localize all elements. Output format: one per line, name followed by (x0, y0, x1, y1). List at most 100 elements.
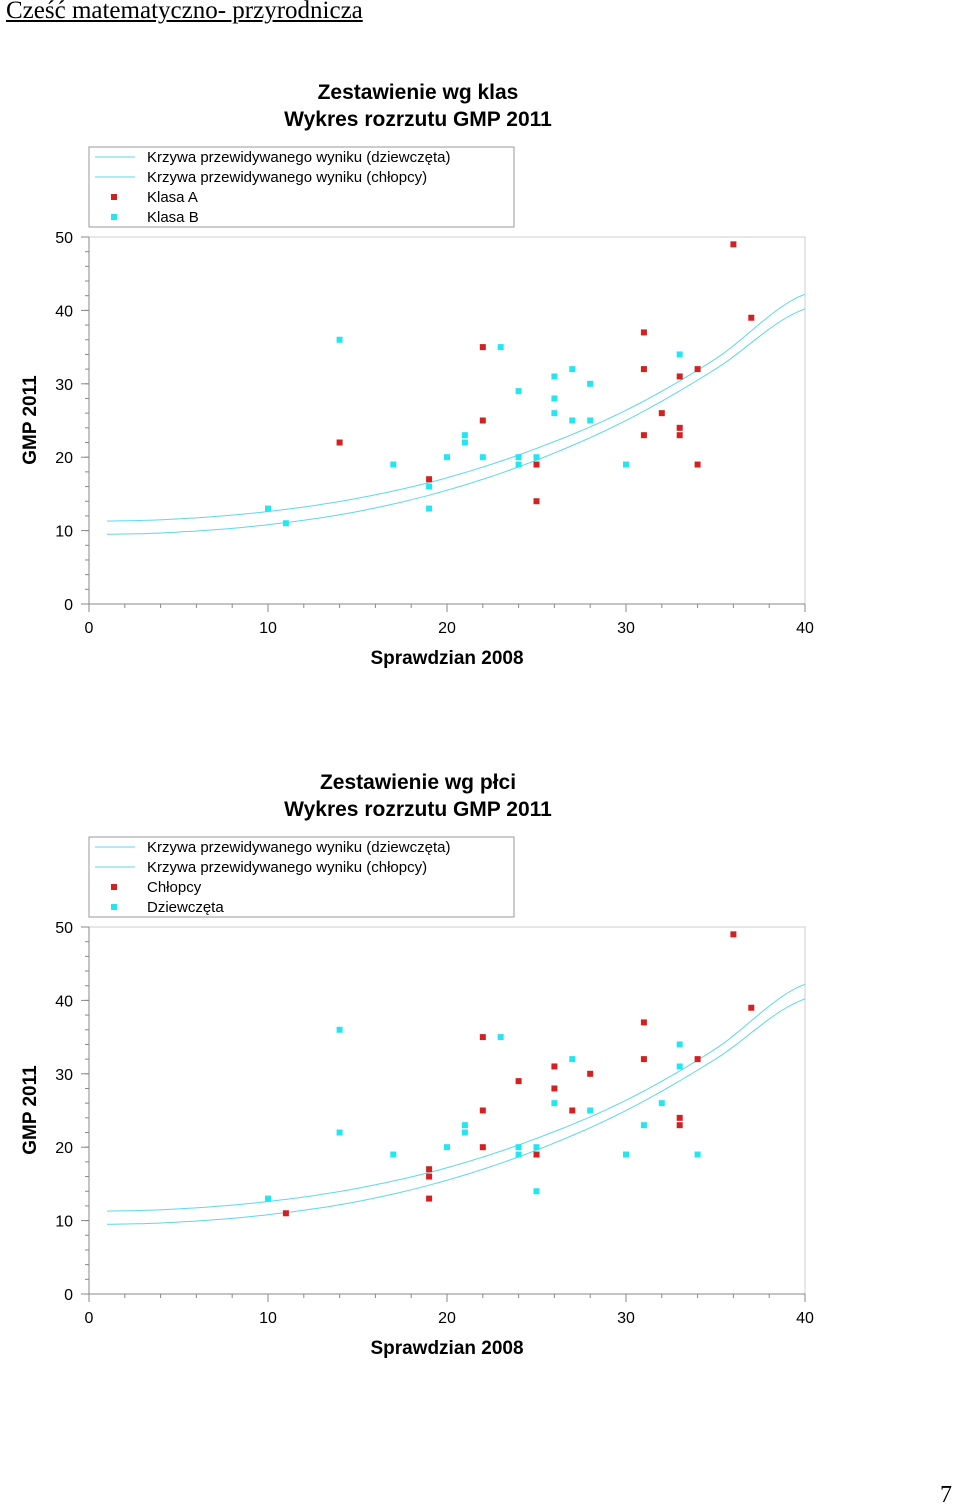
x-tick-label: 30 (617, 620, 635, 637)
y-tick-label: 0 (64, 597, 73, 614)
data-point (426, 505, 433, 512)
data-point (479, 344, 486, 351)
data-point (551, 1100, 558, 1107)
legend-label: Dziewczęta (147, 899, 224, 916)
legend-marker (111, 194, 117, 200)
legend-marker (111, 884, 117, 890)
data-point (676, 432, 683, 439)
x-tick-label: 20 (438, 620, 456, 637)
page-number: 7 (940, 1482, 952, 1508)
x-tick-label: 0 (85, 1310, 94, 1327)
y-tick-label: 30 (55, 377, 73, 394)
data-point (569, 417, 576, 424)
data-point (461, 1129, 468, 1136)
data-point (551, 410, 558, 417)
data-point (569, 1056, 576, 1063)
legend-label: Klasa A (147, 189, 198, 206)
x-tick-label: 30 (617, 1310, 635, 1327)
data-point (533, 1151, 540, 1158)
y-tick-label: 50 (55, 230, 73, 247)
data-point (676, 1063, 683, 1070)
data-point (533, 454, 540, 461)
page-heading: Cześć matematyczno- przyrodnicza (6, 0, 363, 24)
minor-ticks (85, 236, 806, 608)
data-point (676, 1041, 683, 1048)
prediction-curve (106, 293, 806, 522)
data-point (640, 432, 647, 439)
data-point (730, 931, 737, 938)
data-point (658, 1100, 665, 1107)
plot-frame (88, 926, 806, 1295)
data-point (551, 395, 558, 402)
data-point (640, 1019, 647, 1026)
data-point (533, 1188, 540, 1195)
data-point (336, 336, 343, 343)
legend: Krzywa przewidywanego wyniku (dziewczęta… (88, 146, 515, 228)
series-red (336, 241, 755, 505)
scatter-chart-by-gender: Zestawienie wg płci Wykres rozrzutu GMP 2… (20, 771, 814, 1359)
data-point (426, 483, 433, 490)
data-point (640, 329, 647, 336)
y-tick-label: 10 (55, 1214, 73, 1231)
data-point (587, 380, 594, 387)
x-tick-label: 40 (796, 1310, 814, 1327)
x-axis-label: Sprawdzian 2008 (370, 1338, 523, 1359)
data-point (282, 520, 289, 527)
legend-label: Krzywa przewidywanego wyniku (dziewczęta… (147, 149, 450, 166)
data-point (479, 1144, 486, 1151)
data-point (676, 1114, 683, 1121)
data-point (640, 1122, 647, 1129)
scatter-chart-by-class: Zestawienie wg klas Wykres rozrzutu GMP 2… (20, 81, 814, 669)
chart-title: Zestawienie wg płci (320, 771, 516, 794)
x-tick-label: 20 (438, 1310, 456, 1327)
legend-marker (111, 214, 117, 220)
legend-label: Krzywa przewidywanego wyniku (chłopcy) (147, 169, 427, 186)
data-point (282, 1210, 289, 1217)
legend-label: Klasa B (147, 209, 199, 226)
data-point (426, 1166, 433, 1173)
legend-box (88, 146, 515, 228)
data-point (748, 1004, 755, 1011)
legend-marker (111, 904, 117, 910)
data-point (676, 1122, 683, 1129)
data-point (694, 366, 701, 373)
data-point (748, 314, 755, 321)
data-point (515, 461, 522, 468)
data-point (533, 461, 540, 468)
data-point (390, 1151, 397, 1158)
y-tick-label: 40 (55, 993, 73, 1010)
legend-box (88, 836, 515, 918)
data-point (444, 454, 450, 461)
series-cyan (265, 1026, 701, 1202)
y-tick-label: 20 (55, 450, 73, 467)
legend-label: Chłopcy (147, 879, 202, 896)
y-tick-label: 10 (55, 524, 73, 541)
data-point (515, 454, 522, 461)
data-point (515, 1151, 522, 1158)
prediction-curve (106, 983, 806, 1212)
data-point (676, 424, 683, 431)
legend: Krzywa przewidywanego wyniku (dziewczęta… (88, 836, 515, 918)
data-point (676, 351, 683, 358)
chart-title: Zestawienie wg klas (318, 81, 519, 104)
data-point (694, 461, 701, 468)
y-tick-label: 20 (55, 1140, 73, 1157)
legend-label: Krzywa przewidywanego wyniku (chłopcy) (147, 859, 427, 876)
prediction-curve (106, 308, 806, 535)
x-tick-label: 10 (259, 1310, 277, 1327)
data-point (623, 461, 629, 468)
data-point (444, 1144, 450, 1151)
data-point (479, 1107, 486, 1114)
data-point (336, 439, 343, 446)
data-point (623, 1151, 629, 1158)
data-point (497, 344, 504, 351)
chart-subtitle: Wykres rozrzutu GMP 2011 (284, 108, 552, 131)
data-point (730, 241, 737, 248)
data-point (533, 498, 540, 505)
data-point (265, 505, 271, 512)
data-point (587, 417, 594, 424)
x-axis-label: Sprawdzian 2008 (370, 648, 523, 669)
y-tick-label: 40 (55, 303, 73, 320)
prediction-curve (106, 998, 806, 1225)
data-point (533, 1144, 540, 1151)
